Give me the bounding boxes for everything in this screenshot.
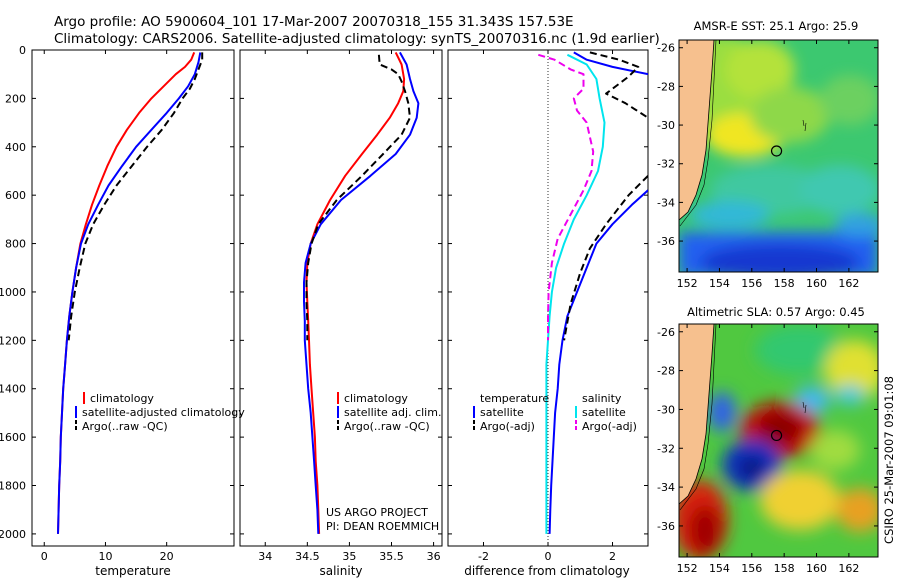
map-x-tick-label: 156: [741, 562, 762, 575]
x-tick-label: -2: [478, 550, 489, 563]
depth-tick-label: 1600: [0, 431, 26, 444]
map-x-tick-label: 160: [806, 562, 827, 575]
series-line: [305, 51, 406, 534]
depth-tick-label: 2000: [0, 528, 26, 541]
legend-s-satellite: satellite: [582, 406, 626, 419]
legend-argo-s: Argo(..raw -QC): [344, 420, 430, 433]
sla-map-frame: [678, 323, 879, 558]
series-line: [573, 51, 648, 76]
legend-climatology-s: climatology: [344, 392, 408, 405]
legend-satellite-adjusted: satellite-adjusted climatology: [82, 406, 245, 419]
header-line-2: Climatology: CARS2006. Satellite-adjuste…: [54, 31, 660, 47]
depth-tick-label: 1000: [0, 286, 26, 299]
map-y-tick-label: -26: [657, 326, 675, 339]
difference-xlabel: difference from climatology: [464, 564, 630, 578]
map-y-tick-label: -28: [657, 80, 675, 93]
x-tick-label: 34.5: [295, 550, 320, 563]
sla-map-title: Altimetric SLA: 0.57 Argo: 0.45: [687, 305, 865, 319]
series-line: [545, 53, 606, 534]
map-y-tick-label: -28: [657, 365, 675, 378]
project-line-2: PI: DEAN ROEMMICH: [326, 520, 439, 533]
series-line: [538, 53, 595, 341]
argo-location-marker: [770, 145, 783, 157]
map-x-tick-label: 156: [741, 277, 762, 290]
map-x-tick-label: 158: [774, 277, 795, 290]
x-tick-label: 10: [98, 550, 112, 563]
depth-tick-label: 1800: [0, 480, 26, 493]
temperature-axes: 0 10 20: [41, 50, 204, 563]
legend-salinity-title: salinity: [582, 392, 622, 405]
map-y-tick-label: -34: [657, 481, 675, 494]
map-y-tick-label: -26: [657, 42, 675, 55]
depth-tick-label: 1400: [0, 383, 26, 396]
temperature-xlabel: temperature: [95, 564, 170, 578]
map-x-tick-label: 152: [677, 277, 698, 290]
difference-legend: temperature satellite Argo(-adj) salinit…: [473, 392, 637, 433]
x-tick-label: 34: [258, 550, 272, 563]
temperature-panel-frame: [31, 49, 235, 547]
depth-tick-label: 1200: [0, 334, 26, 347]
map-x-tick-label: 152: [677, 562, 698, 575]
map-x-tick-label: 154: [709, 277, 730, 290]
depth-tick-label: 800: [5, 238, 26, 251]
project-line-1: US ARGO PROJECT: [326, 506, 428, 519]
map-x-tick-label: 158: [774, 562, 795, 575]
legend-argo: Argo(..raw -QC): [82, 420, 168, 433]
sla-map-field: [679, 324, 878, 557]
series-line: [563, 175, 648, 341]
x-tick-label: 0: [41, 550, 48, 563]
map-y-tick-label: -36: [657, 235, 675, 248]
series-line: [67, 52, 204, 341]
sla-map-axes: 152 154 156 158 160 162 -26 -28 -30 -32 -34 -36: [657, 324, 878, 575]
csiro-credit: CSIRO 25-Mar-2007 09:01:08: [882, 376, 896, 544]
salinity-xlabel: salinity: [319, 564, 362, 578]
legend-satellite-adj-s: satellite adj. clim.: [344, 406, 441, 419]
salinity-legend: climatology satellite adj. clim. Argo(..…: [337, 392, 441, 433]
series-line: [303, 51, 420, 534]
sst-map-field: [679, 40, 878, 272]
header-line-1: Argo profile: AO 5900604_101 17-Mar-2007…: [54, 14, 574, 30]
x-tick-label: 35.5: [379, 550, 404, 563]
map-x-tick-label: 160: [806, 277, 827, 290]
legend-temperature-title: temperature: [480, 392, 549, 405]
series-line: [57, 52, 202, 534]
temperature-legend: climatology satellite-adjusted climatolo…: [75, 392, 245, 433]
x-tick-label: 35: [342, 550, 356, 563]
map-x-tick-label: 162: [838, 562, 859, 575]
sst-map-title: AMSR-E SST: 25.1 Argo: 25.9: [694, 19, 859, 33]
map-y-tick-label: -32: [657, 158, 675, 171]
sst-map-frame: [678, 39, 879, 273]
x-tick-label: 20: [160, 550, 174, 563]
map-x-tick-label: 154: [709, 562, 730, 575]
legend-climatology: climatology: [90, 392, 154, 405]
map-y-tick-label: -30: [657, 119, 675, 132]
salinity-axes: 34 34.5 35 35.5 36: [258, 50, 441, 563]
map-y-tick-label: -30: [657, 403, 675, 416]
difference-axes: -2 0 2: [478, 50, 648, 563]
series-line: [548, 189, 648, 534]
argo-location-marker: [770, 429, 783, 442]
depth-tick-label: 400: [5, 141, 26, 154]
series-line: [57, 52, 196, 534]
legend-t-argo: Argo(-adj): [480, 420, 535, 433]
depth-tick-label: 0: [19, 44, 26, 57]
series-line: [589, 51, 648, 119]
map-y-tick-label: -32: [657, 442, 675, 455]
legend-s-argo: Argo(-adj): [582, 420, 637, 433]
x-tick-label: 36: [427, 550, 441, 563]
sst-map-axes: 152 154 156 158 160 162 -26 -28 -30 -32 -34 -36: [657, 40, 878, 290]
map-x-tick-label: 162: [838, 277, 859, 290]
map-y-tick-label: -34: [657, 196, 675, 209]
salinity-panel-frame: [239, 49, 443, 547]
legend-t-satellite: satellite: [480, 406, 524, 419]
series-line: [305, 54, 411, 341]
depth-tick-label: 200: [5, 92, 26, 105]
map-y-tick-label: -36: [657, 520, 675, 533]
depth-axis: 0 200 400 600 800 1000 1200 1400 1600 1800 2000: [0, 44, 648, 541]
depth-tick-label: 600: [5, 189, 26, 202]
x-tick-label: 0: [545, 550, 552, 563]
x-tick-label: 2: [609, 550, 616, 563]
